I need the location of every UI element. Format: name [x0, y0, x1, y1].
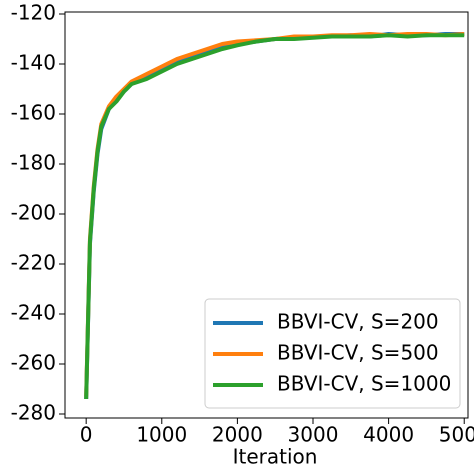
- x-tick-label: 0: [80, 423, 93, 447]
- series-line: [84, 33, 465, 400]
- x-tick-label: 4000: [363, 423, 414, 447]
- y-tick-label: -180: [11, 151, 56, 175]
- x-tick-label: 1000: [136, 423, 187, 447]
- y-tick-label: -280: [11, 401, 56, 425]
- x-tick-label: 2000: [212, 423, 263, 447]
- y-tick-label: -160: [11, 101, 56, 125]
- y-tick-label: -220: [11, 251, 56, 275]
- y-tick-label: -240: [11, 301, 56, 325]
- legend-label: BBVI-CV, S=200: [277, 310, 439, 334]
- y-tick-label: -120: [11, 1, 56, 25]
- x-tick-label: 3000: [288, 423, 339, 447]
- x-tick-label: 5000: [439, 423, 474, 447]
- y-tick-label: -140: [11, 51, 56, 75]
- x-axis-label: Iteration: [233, 445, 318, 469]
- legend-box: [204, 298, 461, 409]
- legend-label: BBVI-CV, S=500: [277, 341, 439, 365]
- axes-frame: [64, 11, 469, 419]
- y-tick-label: -260: [11, 351, 56, 375]
- legend-label: BBVI-CV, S=1000: [277, 372, 451, 396]
- y-tick-label: -200: [11, 201, 56, 225]
